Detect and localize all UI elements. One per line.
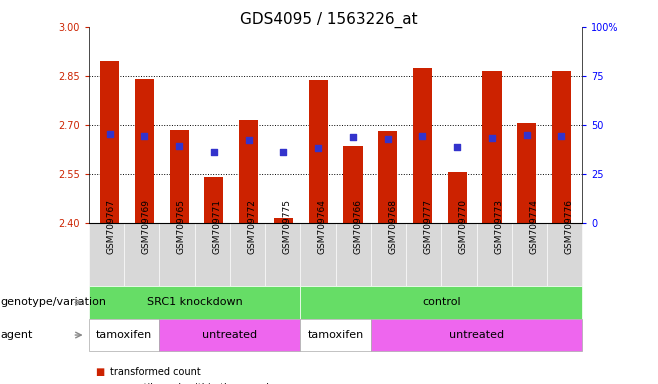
Bar xyxy=(274,218,293,223)
Point xyxy=(174,142,184,149)
Text: GSM709771: GSM709771 xyxy=(212,199,221,254)
Point xyxy=(209,149,219,155)
Text: GSM709776: GSM709776 xyxy=(565,199,574,254)
Text: percentile rank within the sample: percentile rank within the sample xyxy=(110,383,275,384)
Text: untreated: untreated xyxy=(202,330,257,340)
Bar xyxy=(378,131,397,223)
Bar xyxy=(309,80,328,223)
Text: GSM709774: GSM709774 xyxy=(530,200,538,254)
Text: GSM709766: GSM709766 xyxy=(353,199,362,254)
Point xyxy=(105,131,115,137)
Text: tamoxifen: tamoxifen xyxy=(96,330,152,340)
Bar xyxy=(343,146,363,223)
Text: SRC1 knockdown: SRC1 knockdown xyxy=(147,297,242,308)
Bar xyxy=(205,177,224,223)
Text: transformed count: transformed count xyxy=(110,367,201,377)
Point xyxy=(556,133,567,139)
Bar xyxy=(413,68,432,223)
Text: agent: agent xyxy=(1,330,33,340)
Text: GSM709775: GSM709775 xyxy=(283,199,291,254)
Text: GSM709773: GSM709773 xyxy=(494,199,503,254)
Point xyxy=(452,144,463,150)
Point xyxy=(278,149,289,155)
Bar xyxy=(552,71,571,223)
Bar xyxy=(239,120,258,223)
Text: GSM709768: GSM709768 xyxy=(388,199,397,254)
Text: GSM709764: GSM709764 xyxy=(318,200,327,254)
Bar xyxy=(100,61,119,223)
Text: GSM709765: GSM709765 xyxy=(177,199,186,254)
Text: untreated: untreated xyxy=(449,330,504,340)
Point xyxy=(139,133,150,139)
Point xyxy=(243,137,254,143)
Text: genotype/variation: genotype/variation xyxy=(1,297,107,308)
Text: control: control xyxy=(422,297,461,308)
Point xyxy=(417,133,428,139)
Bar xyxy=(517,123,536,223)
Point xyxy=(382,136,393,142)
Text: GSM709772: GSM709772 xyxy=(247,200,257,254)
Text: ■: ■ xyxy=(95,367,105,377)
Point xyxy=(521,132,532,138)
Text: ■: ■ xyxy=(95,383,105,384)
Bar xyxy=(135,79,154,223)
Point xyxy=(313,145,324,151)
Point xyxy=(487,135,497,141)
Bar xyxy=(447,172,467,223)
Text: tamoxifen: tamoxifen xyxy=(307,330,364,340)
Text: GSM709767: GSM709767 xyxy=(107,199,115,254)
Point xyxy=(347,134,358,140)
Text: GSM709777: GSM709777 xyxy=(424,199,433,254)
Text: GSM709769: GSM709769 xyxy=(141,199,151,254)
Text: GSM709770: GSM709770 xyxy=(459,199,468,254)
Bar xyxy=(170,130,189,223)
Bar xyxy=(482,71,501,223)
Text: GDS4095 / 1563226_at: GDS4095 / 1563226_at xyxy=(240,12,418,28)
